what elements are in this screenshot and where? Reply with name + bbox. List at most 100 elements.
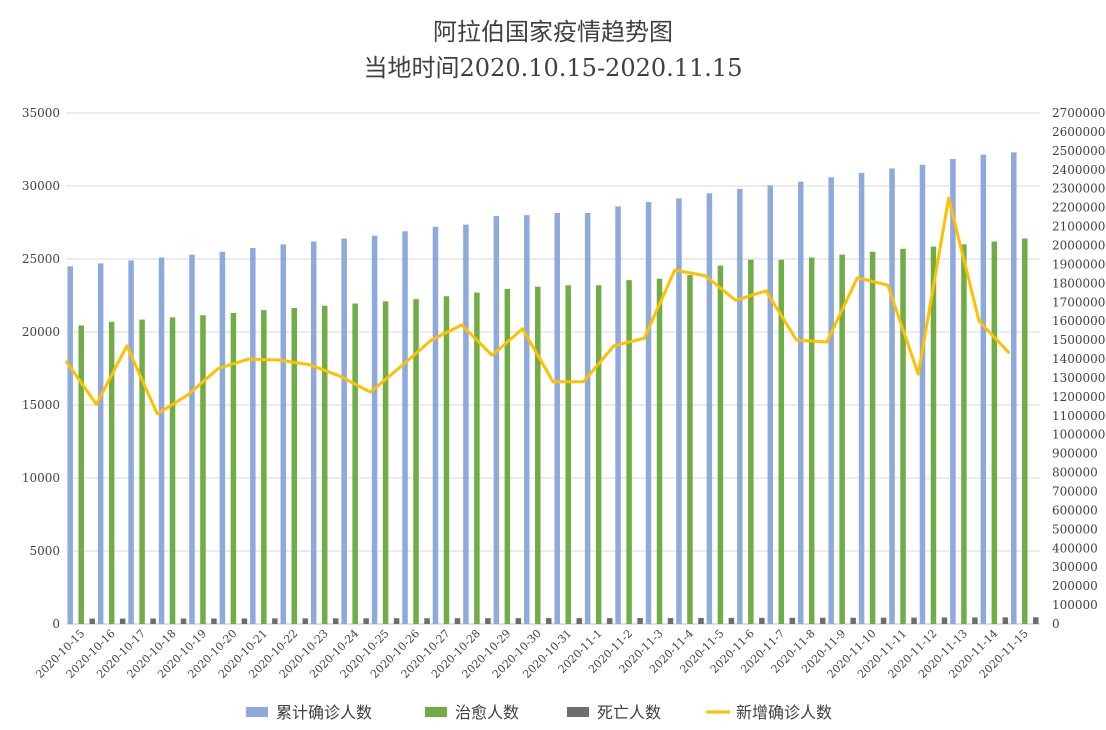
right-tick-label: 500000 <box>1052 522 1098 536</box>
left-tick-label: 5000 <box>29 544 60 558</box>
bar-1 <box>371 235 378 624</box>
right-tick-label: 1300000 <box>1052 371 1105 385</box>
left-tick-label: 15000 <box>22 398 60 412</box>
right-tick-label: 1200000 <box>1052 390 1105 404</box>
bar-1 <box>493 215 500 624</box>
right-tick-label: 1600000 <box>1052 314 1105 328</box>
bar-2 <box>78 325 84 624</box>
chart-title-line-2: 当地时间2020.10.15-2020.11.15 <box>364 54 743 82</box>
bar-1 <box>889 168 895 625</box>
bar-3 <box>332 618 339 624</box>
bar-3 <box>180 618 187 624</box>
right-tick-label: 2000000 <box>1052 238 1105 252</box>
right-tick-label: 1800000 <box>1052 276 1105 290</box>
bar-3 <box>911 617 917 624</box>
bars-layer <box>67 152 1039 625</box>
bar-2 <box>535 286 541 624</box>
right-tick-label: 600000 <box>1052 503 1098 517</box>
bar-1 <box>858 172 865 625</box>
bar-1 <box>128 260 134 624</box>
bar-3 <box>485 618 491 624</box>
right-tick-label: 2200000 <box>1052 201 1105 215</box>
bar-2 <box>108 321 115 624</box>
bar-2 <box>382 301 389 624</box>
legend-label: 新增确诊人数 <box>736 703 832 722</box>
right-tick-label: 100000 <box>1052 598 1098 612</box>
legend-label: 死亡人数 <box>597 703 661 722</box>
bar-2 <box>504 288 511 624</box>
bar-3 <box>637 618 643 624</box>
legend-swatch <box>246 707 268 717</box>
bar-3 <box>698 617 704 624</box>
bar-2 <box>869 251 876 624</box>
bar-1 <box>158 257 165 624</box>
bar-2 <box>808 257 815 624</box>
right-tick-label: 800000 <box>1052 466 1098 480</box>
bar-3 <box>759 617 765 624</box>
bar-1 <box>250 248 256 625</box>
bar-1 <box>919 164 926 624</box>
right-tick-label: 300000 <box>1052 560 1098 574</box>
bar-1 <box>280 244 287 624</box>
right-tick-label: 900000 <box>1052 447 1098 461</box>
right-tick-label: 700000 <box>1052 485 1098 499</box>
bar-3 <box>728 617 735 624</box>
bar-1 <box>524 215 530 624</box>
bar-2 <box>717 265 724 624</box>
bar-3 <box>89 618 95 624</box>
bar-3 <box>515 618 522 624</box>
bar-1 <box>737 188 743 625</box>
left-tick-label: 25000 <box>22 252 60 266</box>
bar-2 <box>1022 238 1028 624</box>
bar-2 <box>139 319 145 624</box>
grid-layer <box>66 112 1040 625</box>
bar-1 <box>797 181 804 624</box>
bar-3 <box>546 618 552 624</box>
right-tick-label: 1400000 <box>1052 352 1105 366</box>
right-tick-label: 1900000 <box>1052 257 1105 271</box>
bar-3 <box>789 617 796 624</box>
right-axis-ticks: 0 100000 200000 300000 400000 500000 600000 700… <box>1052 106 1105 631</box>
bar-3 <box>576 618 582 624</box>
bar-2 <box>961 244 967 624</box>
bar-2 <box>474 292 480 624</box>
bar-2 <box>656 278 663 624</box>
left-tick-label: 35000 <box>22 106 60 120</box>
bar-3 <box>119 618 126 624</box>
bar-1 <box>676 198 682 624</box>
bar-1 <box>341 238 347 624</box>
bar-1 <box>706 193 713 625</box>
bar-3 <box>1002 617 1009 624</box>
right-tick-label: 1700000 <box>1052 295 1105 309</box>
right-tick-label: 0 <box>1052 617 1060 631</box>
bar-3 <box>1033 617 1039 624</box>
bar-2 <box>291 307 298 624</box>
bar-2 <box>413 299 419 624</box>
bar-3 <box>302 618 309 624</box>
bar-3 <box>972 617 978 624</box>
bar-2 <box>261 310 267 624</box>
bar-1 <box>645 202 652 624</box>
bar-1 <box>615 206 621 624</box>
legend-label: 累计确诊人数 <box>276 703 372 722</box>
bar-3 <box>819 617 826 624</box>
bar-2 <box>595 285 602 624</box>
bar-2 <box>626 280 632 624</box>
bar-1 <box>310 241 317 625</box>
bar-3 <box>941 617 948 624</box>
bar-2 <box>687 275 693 624</box>
bar-1 <box>219 251 226 624</box>
right-tick-label: 2600000 <box>1052 125 1105 139</box>
bar-1 <box>980 154 987 625</box>
legend-swatch <box>567 707 589 717</box>
bar-2 <box>352 303 358 624</box>
bar-1 <box>1011 152 1017 625</box>
bar-1 <box>554 213 560 624</box>
bar-2 <box>230 313 237 624</box>
left-tick-label: 0 <box>52 617 60 631</box>
bar-3 <box>454 618 461 624</box>
legend-label: 治愈人数 <box>455 703 519 722</box>
bar-1 <box>97 263 104 624</box>
